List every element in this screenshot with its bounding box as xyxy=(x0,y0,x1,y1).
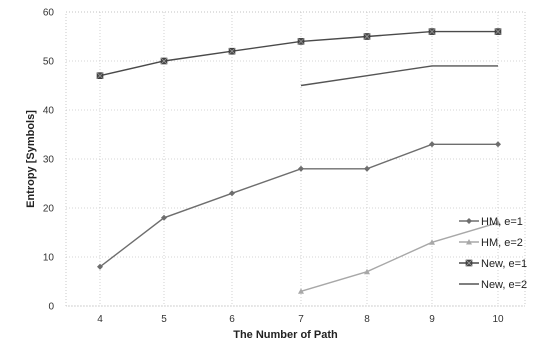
data-point-cross-b xyxy=(297,38,305,45)
x-tick-label: 5 xyxy=(161,314,167,325)
legend-label: HM, e=1 xyxy=(481,216,523,228)
y-tick-label: 30 xyxy=(43,155,55,166)
data-point xyxy=(364,165,370,172)
data-point-cross-b xyxy=(160,57,168,65)
legend-label: HM, e=2 xyxy=(481,237,523,249)
legend-item-1: HM, e=2 xyxy=(459,237,523,249)
series-line xyxy=(300,65,498,87)
x-tick-label: 9 xyxy=(429,314,435,325)
legend-marker-cross-b xyxy=(465,259,473,267)
axes: 0 10 20 30 40 50 60 4 5 6 7 8 9 10 The Number of Path E… xyxy=(25,8,526,341)
legend-item-2: New, e=1 xyxy=(459,258,527,270)
x-tick-label: 6 xyxy=(229,314,235,325)
y-tick-label: 60 xyxy=(43,8,55,19)
series-1 xyxy=(298,219,501,294)
legend-item-0: HM, e=1 xyxy=(459,216,523,228)
data-point xyxy=(495,219,501,226)
data-point-cross-b xyxy=(428,28,436,35)
y-tick-label: 50 xyxy=(43,57,55,68)
series-3 xyxy=(300,65,498,87)
y-axis-title: Entropy [Symbols] xyxy=(25,110,37,208)
data-point xyxy=(229,190,235,197)
legend-marker xyxy=(466,218,472,224)
x-tick-label: 7 xyxy=(298,314,304,325)
x-tick-label: 10 xyxy=(492,314,504,325)
x-tick-label: 4 xyxy=(97,314,103,325)
data-point xyxy=(161,214,167,221)
y-tick-label: 10 xyxy=(43,253,55,264)
series-0 xyxy=(97,141,501,270)
data-point-cross-b xyxy=(228,47,236,55)
series-line xyxy=(300,222,499,292)
y-tick-label: 40 xyxy=(43,106,55,117)
legend-marker xyxy=(466,239,472,245)
data-point xyxy=(495,141,501,148)
data-point xyxy=(97,263,103,270)
y-tick-label: 20 xyxy=(43,204,55,215)
data-point xyxy=(429,239,435,245)
data-point-cross-b xyxy=(96,72,104,79)
x-tick-label: 8 xyxy=(364,314,370,325)
data-point xyxy=(298,165,304,172)
legend-label: New, e=2 xyxy=(481,279,527,291)
data-point xyxy=(298,288,304,294)
data-point-cross-b xyxy=(363,33,371,40)
data-point-cross-b xyxy=(494,28,502,35)
series-2 xyxy=(96,28,502,79)
legend: HM, e=1 HM, e=2 New, e=1 New, e=2 xyxy=(459,216,527,291)
x-axis-title: The Number of Path xyxy=(233,329,338,341)
data-point xyxy=(364,268,370,275)
series-layer xyxy=(96,28,502,294)
plot-frame xyxy=(65,11,526,307)
legend-item-3: New, e=2 xyxy=(459,279,527,291)
data-point xyxy=(429,141,435,148)
legend-label: New, e=1 xyxy=(481,258,527,270)
y-tick-label: 0 xyxy=(48,302,54,313)
